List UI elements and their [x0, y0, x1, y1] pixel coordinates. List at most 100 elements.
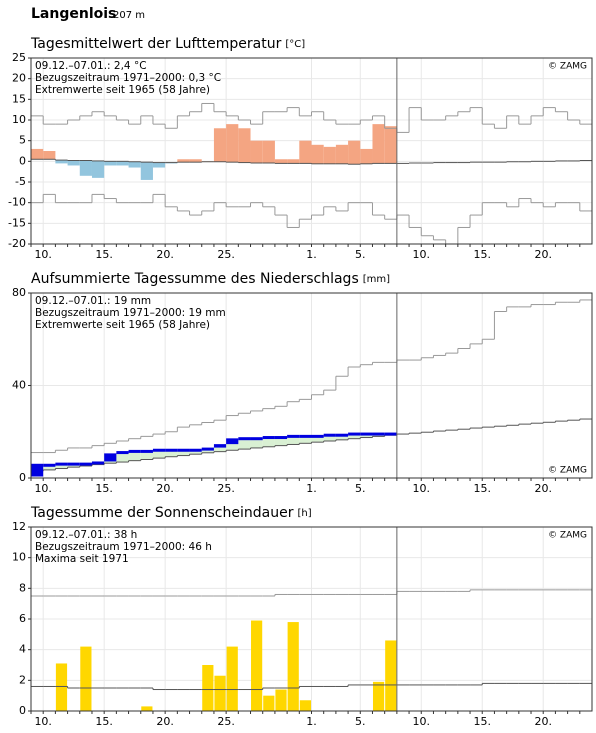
increment-bar [43, 464, 55, 467]
x-tick-label: 1. [306, 482, 317, 495]
anomaly-fill [263, 141, 275, 163]
bar [275, 690, 286, 711]
y-tick-label: -10 [8, 196, 26, 209]
y-tick-label: -15 [8, 216, 26, 229]
chart-title: Aufsummierte Tagessumme des Niederschlag… [31, 271, 390, 287]
anomaly-fill [336, 145, 348, 164]
x-tick-label: 10. [413, 248, 431, 261]
y-tick-label: 4 [19, 643, 26, 656]
increment-bar [104, 453, 116, 461]
increment-bar [275, 436, 287, 439]
x-tick-label: 15. [95, 715, 113, 728]
increment-bar [165, 449, 177, 452]
x-tick-label: 15. [95, 248, 113, 261]
y-tick-label: 15 [12, 92, 26, 105]
station-title: Langenlois [31, 6, 116, 22]
anomaly-fill [312, 145, 324, 164]
x-tick-label: 10. [34, 715, 52, 728]
x-tick-label: 1. [306, 248, 317, 261]
y-tick-label: 40 [12, 379, 26, 392]
x-tick-label: 10. [413, 482, 431, 495]
y-tick-label: 25 [12, 51, 26, 64]
station-elevation: 207 m [113, 10, 145, 21]
bar [227, 647, 238, 711]
title-text: Tagesmittelwert der Lufttemperatur [30, 36, 282, 52]
anomaly-fill [287, 159, 299, 163]
bar [141, 706, 152, 711]
title-unit: [mm] [363, 274, 390, 285]
increment-bar [68, 463, 80, 466]
bar [56, 663, 67, 711]
anomaly-fill [141, 162, 153, 180]
increment-bar [312, 435, 324, 438]
increment-bar [299, 435, 311, 438]
increment-bar [202, 448, 214, 451]
x-tick-label: 15. [95, 482, 113, 495]
y-tick-label: 10 [12, 113, 26, 126]
bar [263, 696, 274, 711]
x-tick-label: 10. [34, 248, 52, 261]
anomaly-fill [116, 161, 128, 165]
x-tick-label: 15. [473, 248, 491, 261]
x-tick-label: 20. [156, 248, 174, 261]
x-tick-label: 25. [217, 715, 235, 728]
legend-entry: Bezugszeitraum 1971–2000: 46 h [35, 541, 212, 553]
x-tick-label: 5. [355, 715, 366, 728]
anomaly-fill [129, 162, 141, 168]
anomaly-fill [275, 159, 287, 163]
increment-bar [226, 438, 238, 444]
y-tick-label: 5 [19, 134, 26, 147]
x-tick-label: 20. [534, 715, 552, 728]
title-text: Aufsummierte Tagessumme des Niederschlag… [31, 271, 359, 287]
anomaly-fill [80, 161, 92, 176]
increment-bar [177, 449, 189, 452]
chart-title: Tagessumme der Sonnenscheindauer[h] [30, 505, 312, 521]
bar [288, 622, 299, 711]
x-tick-label: 25. [217, 248, 235, 261]
increment-bar [287, 435, 299, 438]
anomaly-fill [251, 141, 263, 163]
y-tick-label: -5 [15, 175, 26, 188]
bar [385, 640, 396, 711]
x-tick-label: 20. [534, 248, 552, 261]
y-tick-label: 0 [19, 704, 26, 717]
increment-bar [116, 451, 128, 454]
x-tick-label: 20. [156, 482, 174, 495]
increment-bar [385, 433, 397, 436]
bar [80, 647, 91, 711]
y-tick-label: 0 [19, 154, 26, 167]
increment-bar [31, 464, 43, 477]
increment-bar [372, 433, 384, 436]
legend-entry: Maxima seit 1971 [35, 553, 129, 565]
bar [251, 621, 262, 711]
copyright: © ZAMG [548, 466, 587, 476]
legend-entry: 09.12.–07.01.: 19 mm [35, 295, 151, 307]
anomaly-fill [324, 147, 336, 164]
anomaly-fill [238, 128, 250, 162]
legend-entry: Extremwerte seit 1965 (58 Jahre) [35, 319, 210, 331]
increment-bar [141, 450, 153, 453]
copyright: © ZAMG [548, 62, 587, 72]
y-tick-label: 0 [19, 471, 26, 484]
anomaly-fill [214, 128, 226, 161]
x-tick-label: 10. [413, 715, 431, 728]
title-unit: [h] [297, 508, 311, 519]
x-tick-label: 10. [34, 482, 52, 495]
anomaly-fill [348, 141, 360, 165]
anomaly-fill [68, 161, 80, 166]
y-tick-label: 12 [12, 520, 26, 533]
anomaly-fill [104, 161, 116, 165]
increment-bar [190, 449, 202, 452]
increment-bar [153, 449, 165, 452]
anomaly-fill [92, 161, 104, 178]
increment-bar [324, 434, 336, 437]
anomaly-fill [226, 124, 238, 162]
title-text: Tagessumme der Sonnenscheindauer [30, 505, 294, 521]
y-tick-label: 6 [19, 612, 26, 625]
legend-entry: 09.12.–07.01.: 38 h [35, 529, 137, 541]
legend-entry: Bezugszeitraum 1971–2000: 19 mm [35, 307, 226, 319]
increment-bar [129, 450, 141, 453]
y-tick-label: 20 [12, 72, 26, 85]
